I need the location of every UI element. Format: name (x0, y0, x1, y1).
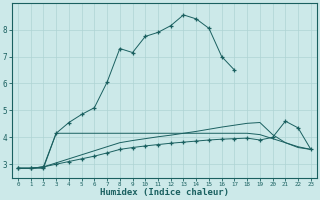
X-axis label: Humidex (Indice chaleur): Humidex (Indice chaleur) (100, 188, 229, 197)
